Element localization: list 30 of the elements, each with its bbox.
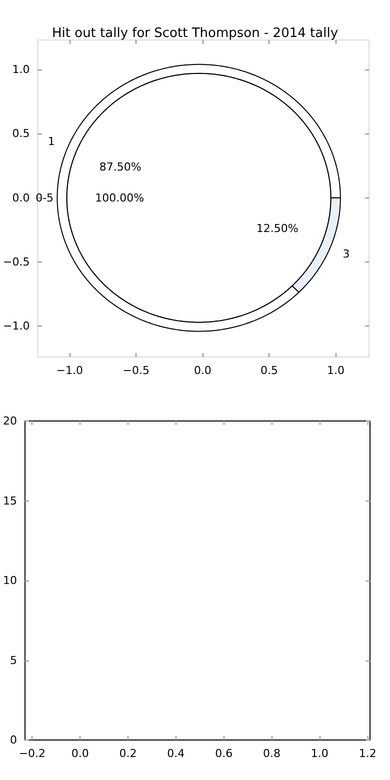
x-tick-label: 1.2 xyxy=(358,747,376,760)
x-tick-label: −0.5 xyxy=(122,364,150,377)
x-tick-label: −1.0 xyxy=(56,364,83,377)
y-tick-label: 20 xyxy=(2,414,17,428)
data-label: 100.00% xyxy=(95,191,144,204)
x-tick-label: 0.0 xyxy=(194,364,212,377)
slice-label: 1 xyxy=(48,135,55,148)
y-tick-label: 15 xyxy=(2,494,17,508)
y-tick-label: 10 xyxy=(2,574,17,587)
data-label: 87.50% xyxy=(99,160,142,174)
y-tick-label: −1.0 xyxy=(2,320,30,333)
x-tick-label: 1.0 xyxy=(310,747,328,760)
x-tick-label: −0.2 xyxy=(18,747,46,760)
data-label: 12.50% xyxy=(256,222,298,236)
x-tick-label: 0.8 xyxy=(263,747,281,760)
slice-label: 0-5 xyxy=(36,191,54,204)
slice-label: 3 xyxy=(342,248,350,261)
y-tick-label: 0 xyxy=(10,734,17,746)
x-tick-label: 0.6 xyxy=(215,747,233,760)
y-tick-label: −0.5 xyxy=(2,256,30,269)
x-tick-label: 1.0 xyxy=(326,364,344,377)
y-tick-label: 5 xyxy=(10,654,17,667)
x-tick-label: 0.2 xyxy=(119,747,137,760)
y-tick-label: 0.0 xyxy=(12,191,30,204)
y-tick-label: 0.5 xyxy=(12,127,30,140)
x-tick-label: 0.5 xyxy=(260,364,278,377)
x-tick-label: 0.0 xyxy=(71,747,89,760)
chart-title: Hit out tally for Scott Thompson - 2014 tally xyxy=(52,26,338,41)
x-tick-label: 0.4 xyxy=(167,747,185,760)
y-tick-label: 1.0 xyxy=(12,63,30,76)
